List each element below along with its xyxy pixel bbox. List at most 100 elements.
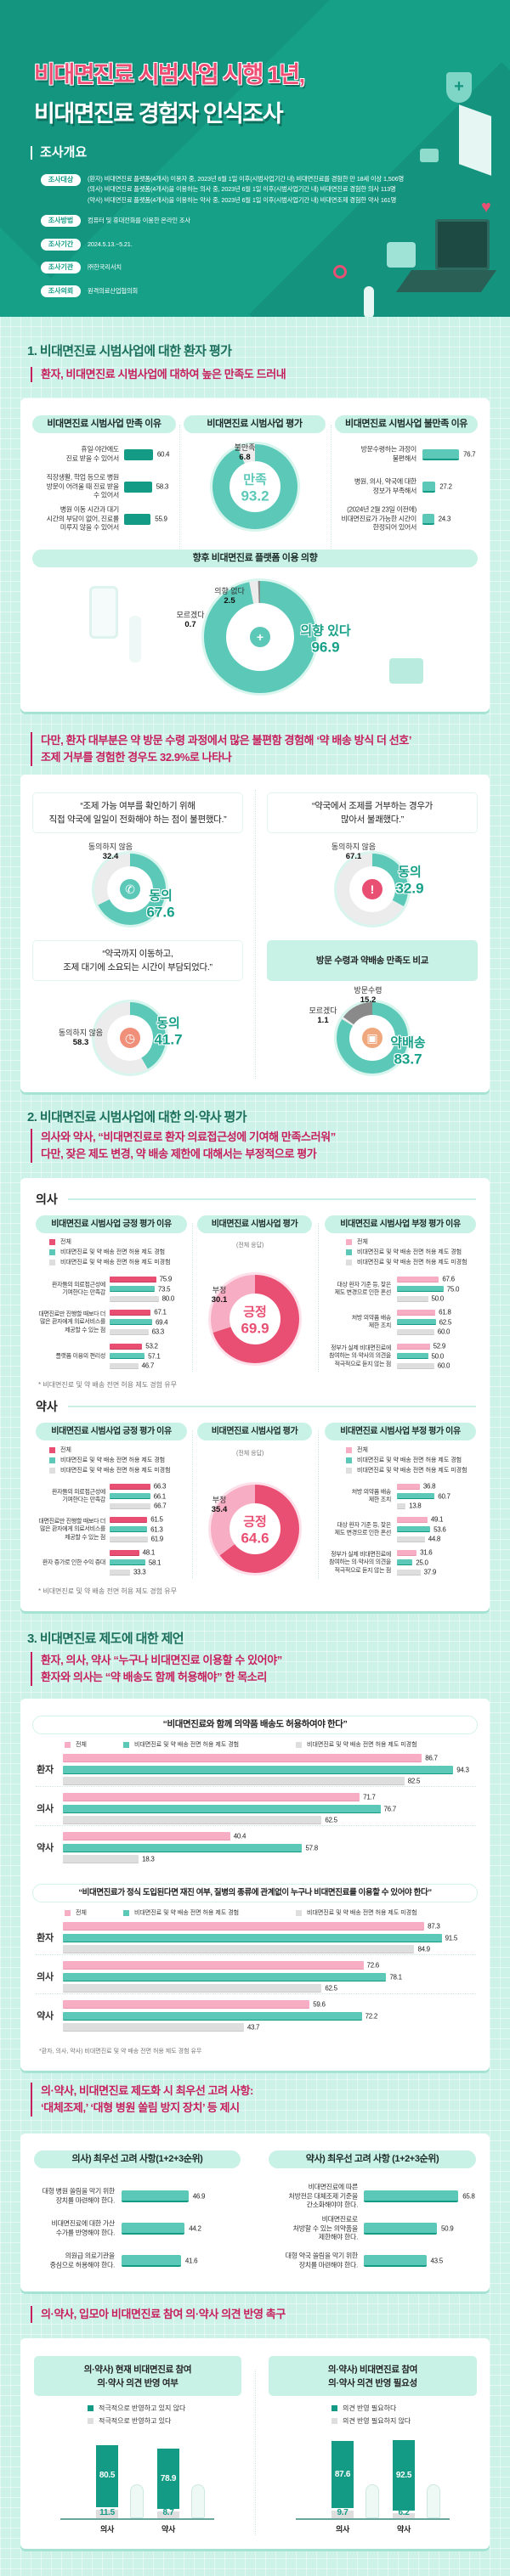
bar [63, 2023, 244, 2032]
slice-name: 부정 [212, 1286, 227, 1294]
bar [122, 2223, 185, 2235]
bar [122, 2255, 181, 2267]
legend-item: 비대면진료 및 약 배송 전면 허용 제도 미경험 [346, 1467, 468, 1474]
donut-label: 의향 있다 96.9 [300, 624, 350, 656]
legend-item: 비대면진료 및 약 배송 전면 허용 제도 미경험 [49, 1259, 171, 1266]
legend-label: 비대면진료 및 약 배송 전면 허용 제도 경험 [60, 1249, 166, 1255]
stethoscope-icon: + [250, 627, 270, 647]
bar-value: 50.0 [431, 1352, 445, 1360]
legend-swatch [65, 1910, 71, 1916]
legend-swatch [346, 1239, 352, 1245]
bar-value: 87.6 [334, 2469, 351, 2479]
bar-value: 11.5 [99, 2508, 115, 2517]
axis-label: 약사 [397, 2525, 411, 2534]
bar-segment [96, 2445, 118, 2507]
bar-value: 52.9 [433, 1342, 446, 1350]
slice-name: 모르겠다 [309, 1006, 337, 1015]
bar [63, 1754, 422, 1762]
legend-swatch [296, 1910, 302, 1916]
bar [397, 1536, 425, 1542]
woman-illustration [364, 286, 374, 317]
bar [397, 1559, 413, 1565]
bar-value: 36.8 [422, 1482, 436, 1491]
bar-value: 24.3 [438, 515, 451, 523]
bar [63, 1804, 381, 1813]
laptop-keyboard [395, 270, 497, 292]
bar-value: 46.9 [192, 2192, 206, 2201]
bar [63, 2011, 362, 2021]
donut-label: 방문수령 15.2 [354, 986, 382, 1005]
header-decoration [0, 0, 364, 279]
slice-name: 동의 [149, 888, 173, 904]
group-label: 의사 [37, 1971, 54, 1982]
donut-label: 불만족 6.8 [235, 443, 256, 462]
donut-slice [337, 1002, 408, 1074]
bar-value: 27.2 [439, 482, 452, 491]
bar [110, 1343, 143, 1350]
bar-value: 8.7 [162, 2508, 174, 2517]
bar-value: 66.7 [154, 1502, 167, 1510]
slice-name: 긍정 [243, 1514, 267, 1530]
legend-item: 비대면진료 및 약 배송 전면 허용 제도 경험 [123, 1741, 239, 1749]
legend-item: 의견 반영 필요하다 [332, 2404, 396, 2412]
overall-note: (전체 응답) [236, 1451, 264, 1457]
bar [397, 1276, 439, 1282]
overview-label-target: 조사대상 [41, 174, 81, 186]
bar [397, 1319, 436, 1325]
bar-segment [157, 2511, 179, 2518]
bar-label: 비대면진료에 대한 가산 수가를 반영해야 한다. [51, 2219, 116, 2237]
legend-label: 비대면진료 및 약 배송 전면 허용 제도 미경험 [357, 1468, 468, 1474]
legend-swatch [346, 1249, 352, 1255]
section1-subtitle: 환자, 비대면진료 시범사업에 대하여 높은 만족도 드러내 [31, 367, 286, 382]
overview-label-method: 조사방법 [41, 215, 81, 227]
legend-label: 비대면진료 및 약 배송 전면 허용 제도 미경험 [60, 1260, 171, 1265]
bar [63, 1777, 405, 1786]
legend-label: 비대면진료 및 약 배송 전면 허용 제도 미경험 [60, 1468, 171, 1474]
overview-text-target: (환자) 비대면진료 플랫폼(4개사) 이용자 중, 2023년 6월 1일 이… [88, 175, 405, 204]
bar [110, 1328, 149, 1335]
bar-value: 78.9 [160, 2473, 177, 2483]
bar-label: 처방 의약품 배송 제한 조치 [351, 1489, 392, 1503]
bar-value: 61.5 [150, 1515, 163, 1524]
quote-box: “조제 가능 여부를 확인하기 위해 직접 약국에 일일이 전화해야 하는 점이… [32, 792, 243, 833]
divider [36, 1825, 476, 1827]
bar [110, 1276, 156, 1282]
donut-label: 동의하지 않음 67.1 [332, 843, 376, 861]
bar-value: 76.7 [462, 450, 476, 459]
bar [397, 1502, 406, 1509]
divider [36, 1993, 476, 1995]
legend-swatch [346, 1447, 352, 1453]
bar [364, 2255, 427, 2267]
footnote: * 비대면진료 및 약 배송 전면 허용 제도 경험 유무 [38, 1381, 177, 1389]
legend-item: 전체 [65, 1909, 87, 1917]
overall-note: (전체 응답) [236, 1243, 264, 1249]
bar-value: 94.3 [456, 1766, 469, 1774]
bar-value: 44.2 [189, 2224, 201, 2233]
divider [192, 1430, 193, 1579]
legend-swatch [49, 1447, 55, 1453]
bar [397, 1516, 428, 1523]
donut-label: 동의하지 않음 58.3 [59, 1029, 103, 1047]
bar-value: 25.0 [416, 1559, 428, 1566]
legend-label: 비대면진료 및 약 배송 전면 허용 제도 미경험 [307, 1742, 417, 1748]
legend-label: 비대면진료 및 약 배송 전면 허용 제도 미경험 [307, 1910, 417, 1916]
bar-label: 대형 병원 쏠림을 막기 위한 장치를 마련해야 한다. [42, 2187, 116, 2205]
bar-label: 휴일·야간에도 진료 받을 수 있어서 [65, 445, 120, 463]
bar [110, 1569, 130, 1575]
bar-value: 84.9 [417, 1945, 430, 1953]
donut-label: 동의 67.6 [146, 889, 174, 921]
divider [192, 1223, 193, 1372]
axis-label: 의사 [336, 2525, 349, 2534]
legend-label: 적극적으로 반영하고 있지 않다 [99, 2404, 186, 2412]
slice-value: 69.9 [241, 1320, 269, 1337]
bar-value: 87.3 [428, 1922, 440, 1931]
donut-label: 의향 없다 2.5 [214, 587, 245, 606]
bar-value: 13.8 [409, 1502, 422, 1510]
bar [397, 1493, 435, 1499]
divider [36, 1954, 476, 1956]
chart-title: 비대면진료 시범사업 긍정 평가 이유 [36, 1215, 187, 1233]
bar-value: 75.0 [446, 1285, 460, 1293]
legend-swatch [346, 1457, 352, 1463]
bar-label: 환자 증가로 인한 수익 증대 [42, 1559, 105, 1565]
bar-value: 66.3 [153, 1482, 167, 1491]
